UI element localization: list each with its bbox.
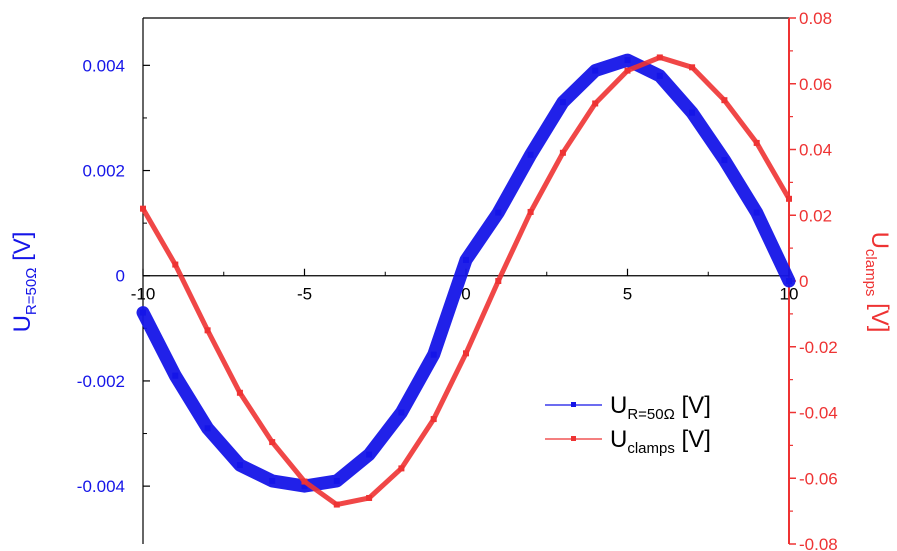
data-point bbox=[753, 209, 760, 216]
right-y-tick-label: 0.08 bbox=[799, 9, 832, 28]
left-y-axis-ticks: -0.004 -0.002 0 0.002 0.004 bbox=[77, 56, 150, 496]
data-point bbox=[721, 97, 728, 104]
data-point bbox=[236, 462, 243, 469]
data-point bbox=[301, 483, 308, 490]
data-point bbox=[398, 465, 405, 472]
data-point bbox=[495, 278, 502, 284]
right-y-axis-title: Uclamps [V] bbox=[862, 232, 893, 333]
data-point bbox=[786, 195, 792, 202]
data-point bbox=[559, 149, 566, 156]
data-point bbox=[527, 151, 534, 158]
data-point bbox=[527, 208, 534, 215]
data-point bbox=[140, 309, 146, 316]
data-point bbox=[559, 99, 566, 106]
data-point bbox=[366, 451, 373, 458]
data-point bbox=[301, 478, 308, 485]
data-point bbox=[495, 209, 502, 216]
data-point bbox=[333, 501, 340, 508]
data-point bbox=[592, 100, 599, 107]
data-point bbox=[753, 139, 760, 146]
data-point bbox=[463, 256, 469, 263]
data-point bbox=[721, 157, 728, 164]
x-tick-label: 5 bbox=[623, 285, 632, 304]
right-y-tick-label: 0.04 bbox=[799, 141, 832, 160]
right-y-tick-label: -0.08 bbox=[799, 535, 838, 551]
right-y-tick-label: 0.02 bbox=[799, 206, 832, 225]
data-point bbox=[269, 477, 276, 484]
legend: UR=50Ω [V] Uclamps [V] bbox=[545, 392, 711, 457]
left-y-tick-label: 0 bbox=[116, 267, 125, 286]
data-point bbox=[398, 409, 405, 416]
x-tick-label: -10 bbox=[131, 285, 156, 304]
data-point bbox=[333, 477, 340, 484]
data-point bbox=[172, 372, 179, 379]
right-y-axis-ticks: -0.08 -0.06 -0.04 -0.02 0 0.02 0.04 0.06 0.08 bbox=[789, 9, 838, 551]
data-point bbox=[689, 64, 696, 71]
data-point bbox=[366, 494, 373, 501]
right-y-tick-label: -0.02 bbox=[799, 338, 838, 357]
x-tick-label: 10 bbox=[780, 285, 799, 304]
data-point bbox=[656, 54, 663, 61]
left-y-tick-label: 0.004 bbox=[82, 56, 125, 75]
data-point bbox=[140, 205, 146, 212]
legend-item-u-clamps: Uclamps [V] bbox=[545, 426, 711, 457]
right-y-tick-label: -0.04 bbox=[799, 404, 838, 423]
legend-label-u-clamps: Uclamps [V] bbox=[610, 426, 711, 457]
data-point bbox=[172, 261, 179, 268]
data-point bbox=[269, 439, 276, 446]
data-point bbox=[624, 57, 631, 64]
data-point bbox=[624, 67, 631, 74]
right-y-tick-label: 0.06 bbox=[799, 75, 832, 94]
right-y-tick-label: -0.06 bbox=[799, 469, 838, 488]
legend-marker-u-r50 bbox=[571, 402, 576, 407]
data-point bbox=[592, 67, 599, 74]
legend-label-u-r50: UR=50Ω [V] bbox=[610, 392, 711, 423]
data-point bbox=[204, 425, 211, 432]
data-point bbox=[430, 351, 437, 358]
data-point bbox=[204, 327, 211, 334]
legend-marker-u-clamps bbox=[571, 436, 576, 441]
data-point bbox=[786, 278, 792, 284]
data-point bbox=[656, 72, 663, 79]
legend-item-u-r50: UR=50Ω [V] bbox=[545, 392, 711, 423]
data-point bbox=[236, 389, 243, 396]
data-point bbox=[689, 109, 696, 116]
x-tick-label: -5 bbox=[297, 285, 312, 304]
series-u-r50 bbox=[136, 53, 796, 493]
series-line bbox=[136, 53, 796, 493]
series-layer bbox=[136, 53, 796, 508]
right-y-tick-label: 0 bbox=[799, 272, 808, 291]
data-point bbox=[430, 416, 437, 423]
series-u-clamps bbox=[140, 54, 792, 508]
left-y-tick-label: 0.002 bbox=[82, 162, 125, 181]
left-y-tick-label: -0.002 bbox=[77, 372, 125, 391]
left-y-tick-label: -0.004 bbox=[77, 477, 125, 496]
left-y-axis-title: UR=50Ω [V] bbox=[9, 232, 40, 333]
x-tick-label: 0 bbox=[461, 285, 470, 304]
data-point bbox=[463, 350, 469, 357]
